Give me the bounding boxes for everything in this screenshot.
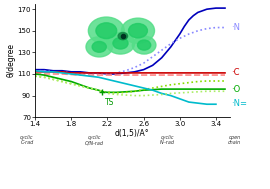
Text: ·O: ·O [231,85,241,94]
Ellipse shape [132,36,156,54]
Text: TS: TS [105,98,114,107]
Ellipse shape [122,18,154,43]
Text: ·N=: ·N= [231,99,247,108]
Ellipse shape [113,38,128,49]
Ellipse shape [88,17,124,44]
Ellipse shape [106,33,135,54]
Text: cyclic
O/N-rad: cyclic O/N-rad [85,135,104,146]
Ellipse shape [118,33,127,40]
Text: ·N: ·N [231,23,240,32]
Text: ·C: ·C [231,68,240,77]
Ellipse shape [96,23,117,39]
Ellipse shape [129,24,147,38]
Y-axis label: θ/degree: θ/degree [7,43,16,77]
Ellipse shape [137,40,151,50]
Ellipse shape [86,37,113,57]
Text: cyclic
N·-rad: cyclic N·-rad [160,135,175,146]
X-axis label: d(1,5)/A°: d(1,5)/A° [115,129,150,138]
Ellipse shape [92,41,106,52]
Text: open
chain: open chain [228,135,242,146]
Text: cyclic
C-rad: cyclic C-rad [20,135,34,146]
